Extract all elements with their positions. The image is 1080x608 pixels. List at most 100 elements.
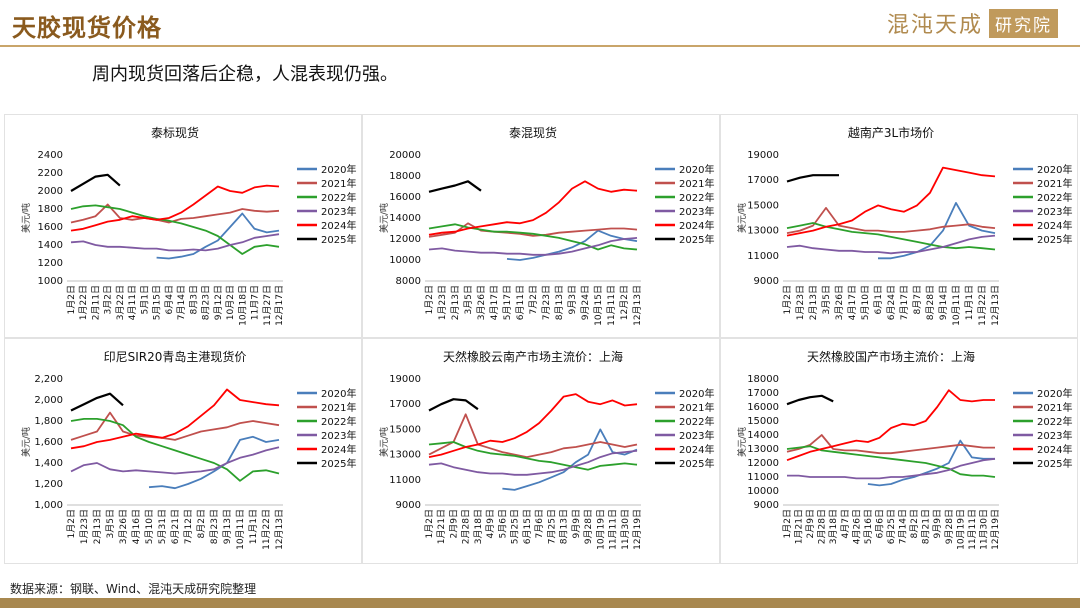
series-line-2020年 — [506, 229, 638, 261]
x-tick-label: 1月2日 — [424, 509, 435, 538]
x-tick-label: 11月22日 — [977, 285, 988, 326]
x-tick-label: 12月19日 — [990, 509, 1001, 550]
y-tick-label: 1400 — [38, 240, 63, 251]
y-tick-label: 2,000 — [34, 395, 63, 406]
x-tick-label: 1月23日 — [79, 509, 90, 544]
x-tick-label: 10月15日 — [593, 285, 604, 326]
x-tick-label: 10月19日 — [595, 509, 606, 550]
x-tick-label: 9月28日 — [583, 509, 594, 544]
series-line-2023年 — [428, 237, 638, 256]
x-tick-label: 7月12日 — [183, 509, 194, 544]
series-line-2021年 — [428, 413, 638, 458]
y-tick-label: 15000 — [747, 200, 779, 211]
y-tick-label: 1,000 — [34, 500, 63, 511]
chart-title: 越南产3L市场价 — [848, 125, 934, 140]
y-tick-label: 10000 — [389, 255, 421, 266]
legend-label: 2020年 — [321, 387, 356, 400]
series-line-2022年 — [786, 222, 996, 251]
series-line-2020年 — [148, 435, 280, 490]
x-tick-label: 1月2日 — [66, 509, 77, 538]
y-tick-label: 20000 — [389, 150, 421, 161]
y-tick-label: 1800 — [38, 204, 63, 215]
page-subtitle: 周内现货回落后企稳，人混表现仍强。 — [92, 64, 398, 85]
x-tick-label: 11月30日 — [620, 509, 631, 550]
series-line-2021年 — [786, 207, 996, 234]
x-tick-label: 3月26日 — [118, 509, 129, 544]
y-tick-label: 19000 — [389, 374, 421, 385]
x-tick-label: 7月2日 — [528, 285, 539, 314]
series-line-2022年 — [70, 204, 280, 255]
x-tick-label: 1月2日 — [424, 285, 435, 314]
legend-label: 2025年 — [321, 233, 356, 246]
x-tick-label: 4月9日 — [485, 509, 496, 538]
legend-label: 2021年 — [1037, 177, 1072, 190]
legend-label: 2022年 — [1037, 415, 1072, 428]
series-line-2021年 — [70, 411, 280, 441]
x-tick-label: 8月23日 — [209, 509, 220, 544]
series-line-2022年 — [70, 418, 280, 482]
y-tick-label: 17000 — [389, 399, 421, 410]
legend-label: 2024年 — [679, 443, 714, 456]
chart-title: 天然橡胶国产市场主流价：上海 — [807, 349, 975, 364]
series-line-2022年 — [786, 445, 996, 478]
x-tick-label: 10月11日 — [951, 285, 962, 326]
x-tick-label: 2月28日 — [817, 509, 828, 544]
legend-label: 2023年 — [1037, 205, 1072, 218]
legend-label: 2025年 — [679, 233, 714, 246]
y-tick-label: 12000 — [389, 234, 421, 245]
x-tick-label: 12月13日 — [632, 285, 643, 326]
x-tick-label: 9月14日 — [938, 285, 949, 320]
y-tick-label: 17000 — [747, 388, 779, 399]
y-tick-label: 16000 — [389, 192, 421, 203]
x-tick-label: 4月16日 — [131, 509, 142, 544]
y-axis-label: 美元/吨 — [378, 427, 390, 457]
y-tick-label: 18000 — [747, 374, 779, 385]
y-tick-label: 19000 — [747, 150, 779, 161]
x-tick-label: 1月21日 — [436, 509, 447, 544]
y-tick-label: 11000 — [747, 251, 779, 262]
brand-logo: 混沌天成 研究院 — [887, 6, 1058, 40]
chart-panel-domestic-shanghai: 天然橡胶国产市场主流价：上海 美元/吨 18000 17000 16000 15000 14… — [720, 338, 1078, 564]
x-tick-label: 5月10日 — [144, 509, 155, 544]
series-line-2020年 — [156, 212, 280, 260]
y-tick-label: 16000 — [747, 402, 779, 413]
series-line-2024年 — [70, 184, 280, 232]
series-line-2022年 — [428, 223, 638, 251]
y-tick-label: 1,800 — [34, 416, 63, 427]
x-tick-label: 1月21日 — [794, 509, 805, 544]
x-tick-label: 5月6日 — [497, 509, 508, 538]
x-tick-label: 5月25日 — [510, 509, 521, 544]
series-line-2025年 — [70, 173, 121, 192]
y-tick-label: 2000 — [38, 186, 63, 197]
series-line-2024年 — [428, 180, 638, 236]
x-tick-label: 8月2日 — [196, 509, 207, 538]
x-tick-label: 9月3日 — [567, 285, 578, 314]
x-tick-label: 6月1日 — [873, 285, 884, 314]
legend-label: 2021年 — [321, 401, 356, 414]
series-line-2024年 — [428, 393, 638, 458]
x-tick-label: 3月5日 — [105, 509, 116, 538]
x-tick-label: 6月15日 — [522, 509, 533, 544]
legend-label: 2023年 — [679, 205, 714, 218]
x-tick-label: 11月7日 — [250, 285, 261, 320]
footer-bar — [0, 598, 1080, 608]
legend-label: 2021年 — [1037, 401, 1072, 414]
x-tick-label: 8月7日 — [912, 285, 923, 314]
series-line-2025年 — [428, 180, 482, 193]
x-tick-label: 10月18日 — [237, 285, 248, 326]
brand-text: 混沌天成 — [886, 13, 983, 38]
x-tick-label: 11月11日 — [606, 285, 617, 326]
x-tick-label: 5月1日 — [139, 285, 150, 314]
x-tick-label: 8月3日 — [188, 285, 199, 314]
legend-label: 2022年 — [679, 191, 714, 204]
legend-label: 2025年 — [321, 457, 356, 470]
legend-label: 2024年 — [321, 219, 356, 232]
chart-title: 天然橡胶云南产市场主流价：上海 — [443, 349, 623, 364]
legend-label: 2021年 — [679, 177, 714, 190]
y-tick-label: 2400 — [38, 150, 63, 161]
x-tick-label: 2月11日 — [90, 285, 101, 320]
